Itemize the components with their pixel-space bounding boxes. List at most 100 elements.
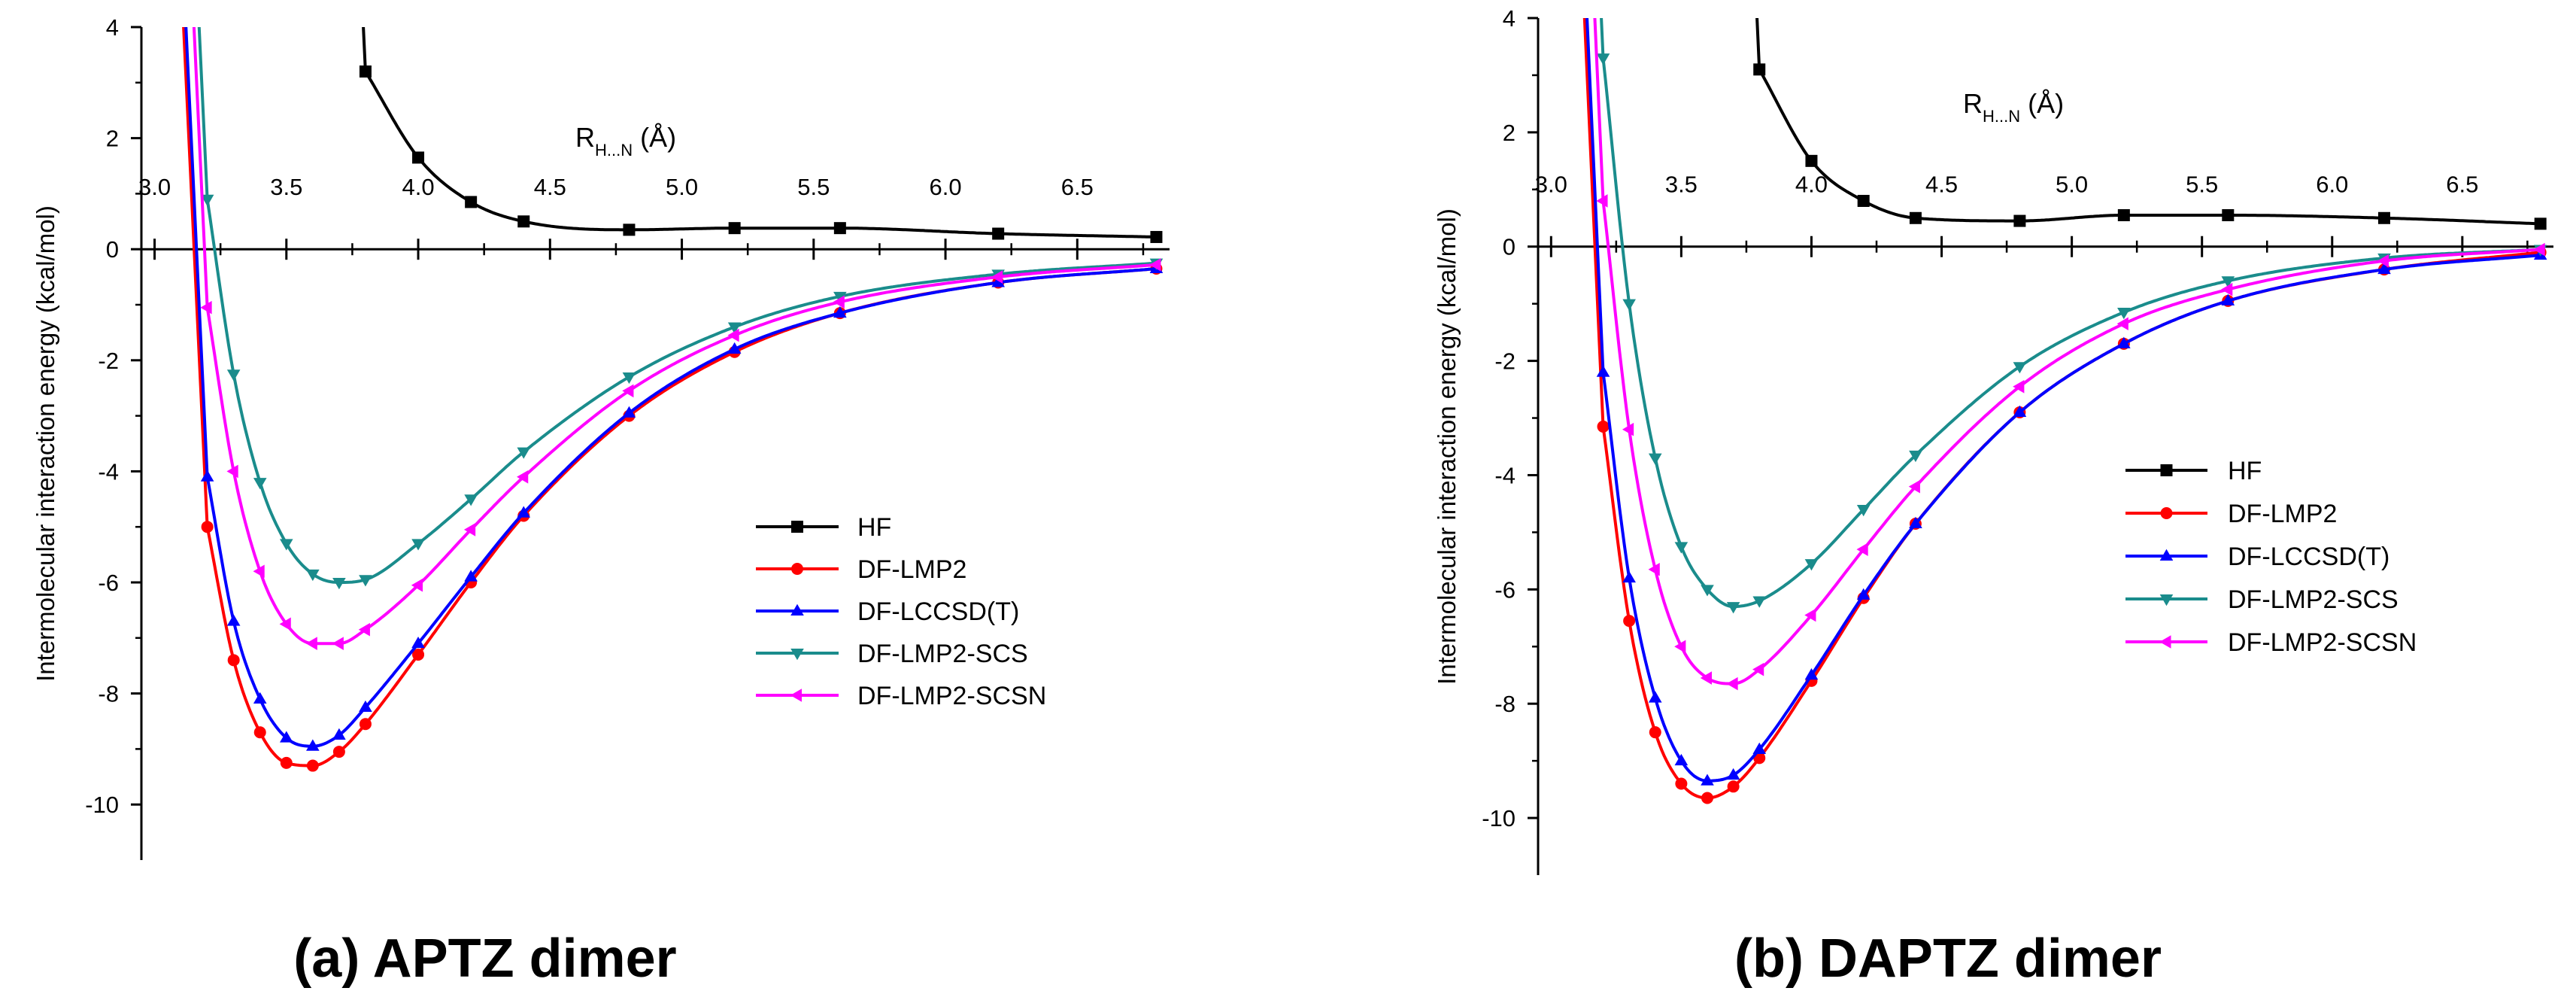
y-tick-label: -4: [98, 458, 119, 485]
data-point-hf: [992, 227, 1005, 240]
y-tick-label: 2: [1503, 120, 1516, 146]
data-point-df-lccsd-t-: [1622, 570, 1636, 583]
legend-label: DF-LMP2-SCS: [2228, 585, 2399, 614]
data-point-df-lmp2-scsn: [2377, 254, 2389, 268]
data-point-df-lccsd-t-: [1804, 668, 1819, 680]
x-axis-label-sub: H...N: [595, 141, 633, 160]
y-tick-label: -6: [98, 570, 119, 596]
series-line-hf: [1755, 18, 2541, 226]
data-point-df-lmp2: [1727, 780, 1740, 793]
data-point-hf: [1909, 211, 1922, 224]
data-point-df-lmp2: [253, 726, 266, 739]
series-line-df-lmp2-scsn: [192, 27, 1157, 646]
x-tick-label: 5.5: [797, 174, 830, 200]
data-point-df-lmp2: [1675, 777, 1688, 790]
legend-label: DF-LMP2-SCSN: [857, 682, 1046, 710]
data-point-df-lmp2-scs: [411, 539, 425, 551]
legend-label: DF-LCCSD(T): [857, 597, 1019, 626]
data-point-df-lccsd-t-: [1596, 365, 1610, 377]
data-point-df-lmp2-scsn: [200, 300, 212, 315]
data-point-hf: [2222, 208, 2235, 221]
data-point-df-lmp2-scs: [1648, 453, 1662, 465]
data-point-df-lmp2-scs: [332, 578, 346, 590]
x-tick-label: 3.5: [1665, 172, 1698, 198]
x-tick-label: 6.0: [2316, 172, 2348, 198]
data-point-hf: [465, 196, 478, 208]
data-point-df-lmp2-scsn: [358, 622, 370, 637]
data-point-df-lccsd-t-: [253, 692, 267, 704]
series-line-df-lccsd-t-: [1585, 18, 2541, 783]
data-point-df-lmp2: [201, 521, 214, 533]
data-point-hf: [517, 215, 530, 228]
legend-marker: [2159, 594, 2174, 606]
data-point-df-lmp2: [332, 746, 345, 758]
data-point-df-lmp2-scsn: [1908, 479, 1920, 494]
data-point-df-lmp2-scsn: [1726, 676, 1738, 691]
data-point-df-lccsd-t-: [1752, 742, 1767, 754]
legend-label: HF: [857, 513, 891, 542]
y-tick-label: -8: [1494, 691, 1516, 717]
data-point-df-lccsd-t-: [1701, 774, 1714, 786]
data-point-hf: [623, 223, 636, 236]
data-point-df-lccsd-t-: [727, 342, 742, 354]
data-point-df-lmp2-scsn: [2013, 379, 2025, 394]
data-point-df-lmp2-scs: [226, 369, 241, 381]
data-point-df-lmp2: [412, 648, 425, 661]
data-point-df-lmp2: [359, 718, 372, 731]
data-point-df-lmp2-scsn: [2533, 242, 2545, 257]
data-point-df-lmp2-scs: [2221, 276, 2235, 288]
data-point-df-lmp2-scsn: [517, 470, 529, 484]
y-tick-label: -6: [1494, 576, 1516, 603]
data-point-df-lmp2: [306, 759, 319, 772]
data-point-df-lmp2-scs: [2117, 308, 2131, 320]
legend-marker: [790, 649, 804, 661]
legend-marker: [790, 689, 802, 702]
data-point-df-lccsd-t-: [1726, 768, 1740, 780]
legend-marker: [2160, 464, 2173, 476]
data-point-df-lmp2-scsn: [622, 384, 634, 398]
data-point-df-lmp2-scsn: [2116, 317, 2128, 331]
data-point-df-lccsd-t-: [2117, 336, 2131, 348]
data-point-hf: [412, 151, 425, 164]
data-point-df-lmp2-scsn: [1804, 608, 1816, 622]
data-point-df-lmp2-scsn: [463, 523, 476, 537]
plot-area: [1582, 18, 2547, 804]
data-point-df-lccsd-t-: [2377, 262, 2391, 275]
legend-marker: [2160, 507, 2173, 519]
data-point-df-lccsd-t-: [411, 636, 425, 649]
data-point-df-lmp2-scsn: [1752, 662, 1764, 676]
legend-marker: [791, 521, 803, 533]
legend-marker: [2159, 549, 2174, 561]
data-point-df-lmp2-scs: [253, 478, 267, 490]
series-line-df-lmp2-scs: [1599, 18, 2541, 609]
x-tick-label: 6.5: [1061, 174, 1094, 200]
y-tick-label: -4: [1494, 462, 1516, 488]
legend-label: HF: [2228, 457, 2262, 485]
data-point-df-lmp2-scs: [464, 494, 478, 506]
legend-label: DF-LMP2: [857, 555, 966, 584]
legend-marker: [791, 563, 803, 575]
data-point-df-lmp2-scs: [1674, 542, 1689, 554]
data-point-df-lccsd-t-: [2221, 293, 2235, 305]
x-tick-label: 5.5: [2186, 172, 2218, 198]
x-axis-label-main: R: [575, 122, 595, 153]
data-point-df-lmp2-scs: [1752, 596, 1767, 608]
x-tick-label: 3.0: [1535, 172, 1567, 198]
legend-marker: [790, 603, 804, 616]
data-point-hf: [1150, 230, 1163, 243]
data-point-df-lmp2-scsn: [226, 464, 238, 479]
data-point-df-lmp2: [1597, 420, 1610, 433]
y-tick-label: -10: [85, 792, 119, 818]
y-axis-label: Intermolecular interaction energy (kcal/…: [1433, 208, 1461, 685]
data-point-df-lccsd-t-: [1856, 588, 1871, 600]
series-line-df-lmp2-scsn: [1592, 18, 2541, 685]
x-axis-label-main: R: [1963, 88, 1983, 119]
x-tick-label: 3.5: [270, 174, 302, 200]
data-point-df-lmp2-scsn: [411, 578, 423, 592]
data-point-df-lccsd-t-: [1909, 516, 1922, 529]
caption-daptz: (b) DAPTZ dimer: [1734, 929, 2162, 989]
data-point-df-lccsd-t-: [1648, 691, 1662, 703]
data-point-df-lmp2-scsn: [1674, 640, 1686, 654]
x-tick-label: 5.0: [666, 174, 698, 200]
